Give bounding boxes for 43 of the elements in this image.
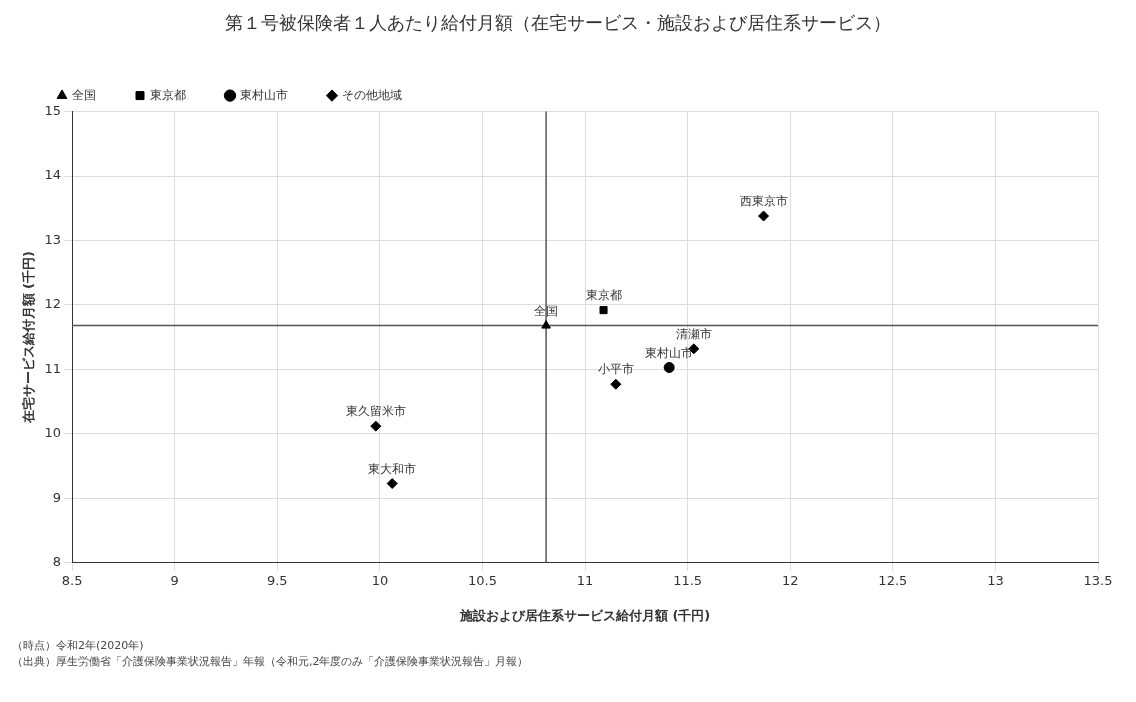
y-axis-title: 在宅サービス給付月額 (千円)	[21, 250, 37, 425]
x-tick-label: 8.5	[61, 572, 83, 588]
x-tick-label: 13.5	[1083, 572, 1113, 588]
annotation: 東村山市	[645, 345, 694, 360]
chart-title: 第１号被保険者１人あたり給付月額（在宅サービス・施設および居住系サービス）	[225, 12, 891, 34]
y-tick-label: 15	[44, 102, 62, 118]
annotation: 東大和市	[368, 461, 417, 476]
y-tick-label: 8	[52, 554, 62, 570]
point	[386, 478, 398, 490]
annotation: 西東京市	[739, 194, 788, 209]
x-tick-label: 12	[781, 572, 799, 588]
text: （時点）令和2年(2020年)	[12, 638, 145, 654]
x-tick-label: 11	[576, 572, 594, 588]
point	[541, 320, 551, 329]
x-tick-label: 11.5	[673, 572, 703, 588]
point	[599, 306, 608, 315]
x-tick-label: 9	[170, 572, 179, 588]
point	[610, 378, 622, 390]
legend-label: 東村山市	[240, 87, 288, 102]
annotation: 全国	[534, 303, 559, 318]
legend-label: 全国	[72, 87, 96, 102]
point	[663, 362, 675, 373]
legend-label: その他地域	[342, 87, 402, 102]
y-tick-label: 10	[44, 425, 62, 441]
y-tick-label: 13	[44, 231, 62, 247]
x-tick-label: 10.5	[468, 572, 497, 588]
y-tick-label: 14	[44, 167, 62, 183]
legend-label: 東京都	[150, 87, 186, 102]
point	[370, 420, 382, 432]
annotation: 清瀬市	[675, 326, 712, 341]
y-tick-label: 12	[44, 296, 62, 312]
y-tick-label: 11	[44, 360, 62, 376]
x-axis-title: 施設および居住系サービス給付月額 (千円)	[458, 607, 711, 623]
x-tick-label: 9.5	[266, 572, 288, 588]
x-tick-label: 10	[371, 572, 389, 588]
text: （出典）厚生労働省「介護保険事業状況報告」年報（令和元,2年度のみ「介護保険事業状況報告」月報）	[12, 654, 530, 670]
y-tick-label: 9	[52, 489, 62, 505]
annotation: 東久留米市	[345, 404, 406, 419]
point	[758, 210, 770, 222]
annotation: 東京都	[585, 288, 622, 303]
x-tick-label: 12.5	[878, 572, 908, 588]
annotation: 小平市	[597, 362, 634, 377]
x-tick-label: 13	[987, 572, 1004, 588]
